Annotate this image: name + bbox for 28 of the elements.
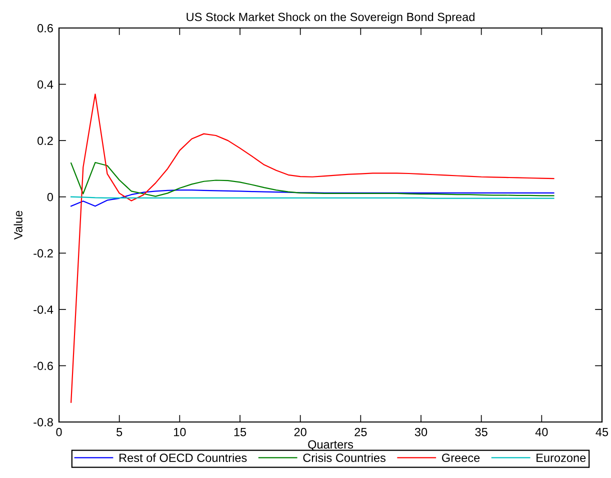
- legend-label: Crisis Countries: [303, 453, 386, 462]
- y-tick-label: 0.2: [37, 136, 53, 145]
- y-tick-label: -0.6: [34, 362, 53, 370]
- line-series: [70, 162, 554, 197]
- y-tick-label: -0.8: [34, 418, 53, 426]
- line-series: [70, 94, 554, 403]
- x-tick-label: 45: [596, 428, 608, 436]
- chart-title: US Stock Market Shock on the Sovereign Bond Spread: [186, 12, 474, 24]
- y-tick-label: 0: [47, 192, 53, 202]
- legend-label: Rest of OECD Countries: [120, 453, 247, 462]
- x-tick-label: 10: [174, 428, 186, 436]
- legend-label: Eurozone: [536, 454, 586, 462]
- x-tick-label: 0: [56, 428, 62, 436]
- x-axis-title: Quarters: [308, 440, 354, 451]
- x-tick-label: 25: [354, 428, 367, 436]
- x-tick-label: 15: [234, 428, 246, 436]
- y-tick-label: -0.2: [34, 249, 53, 258]
- y-tick-label: 0.6: [37, 24, 53, 32]
- x-tick-label: 5: [116, 428, 122, 436]
- y-axis-title: Value: [14, 210, 22, 240]
- legend-label: Greece: [442, 454, 480, 462]
- y-tick-label: -0.4: [34, 305, 54, 314]
- x-tick-label: 30: [414, 428, 428, 436]
- line-series: [70, 190, 554, 207]
- x-tick-label: 40: [535, 428, 548, 436]
- y-tick-label: 0.4: [37, 80, 54, 89]
- x-tick-label: 35: [475, 428, 488, 436]
- x-tick-label: 20: [294, 428, 306, 436]
